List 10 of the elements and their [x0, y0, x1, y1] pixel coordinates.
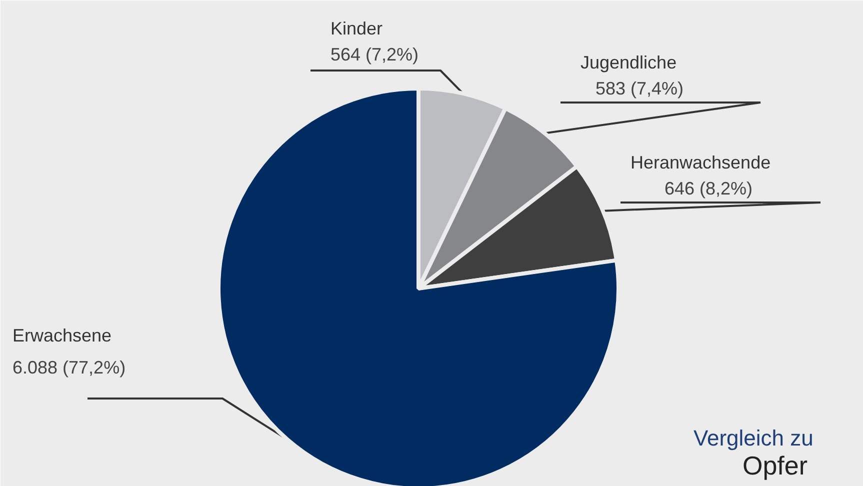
slice-label: Jugendliche	[580, 52, 677, 72]
slice-label: Heranwachsende	[630, 152, 771, 172]
data-label: 564 (7,2%)	[330, 44, 419, 64]
data-label: 646 (8,2%)	[664, 178, 753, 198]
data-label: 6.088 (77,2%)	[12, 358, 126, 378]
slice-label: Kinder	[330, 18, 383, 38]
text: Vergleich zu	[694, 426, 814, 450]
text: Opfer	[742, 450, 808, 480]
data-label: 583 (7,4%)	[596, 78, 684, 98]
slice-label: Erwachsene	[12, 326, 112, 346]
